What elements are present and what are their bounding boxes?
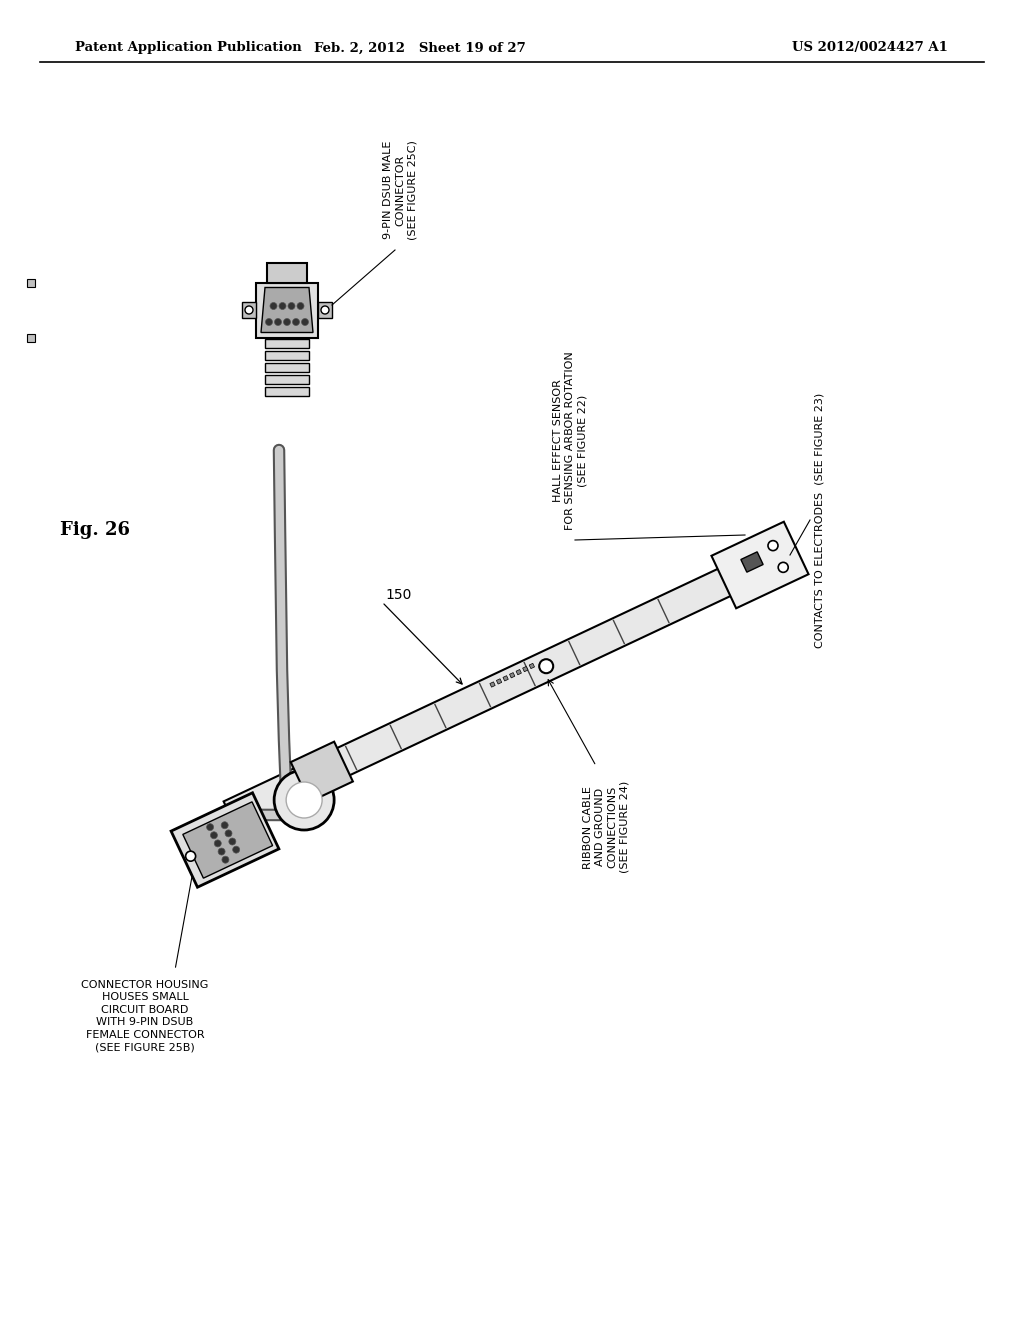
Circle shape	[185, 851, 196, 861]
Polygon shape	[223, 561, 746, 829]
Circle shape	[297, 302, 304, 309]
Text: 9-PIN DSUB MALE
CONNECTOR
(SEE FIGURE 25C): 9-PIN DSUB MALE CONNECTOR (SEE FIGURE 25…	[383, 140, 418, 240]
Polygon shape	[712, 521, 809, 609]
Circle shape	[321, 306, 329, 314]
Polygon shape	[522, 667, 528, 672]
Circle shape	[225, 830, 232, 837]
Polygon shape	[265, 338, 309, 347]
Circle shape	[270, 302, 278, 309]
Circle shape	[210, 832, 217, 838]
Text: 150: 150	[385, 587, 412, 602]
Circle shape	[214, 840, 221, 847]
Polygon shape	[510, 673, 515, 678]
Circle shape	[288, 302, 295, 309]
Circle shape	[293, 318, 299, 326]
Polygon shape	[171, 793, 279, 887]
Polygon shape	[242, 302, 256, 318]
Text: Fig. 26: Fig. 26	[60, 521, 130, 539]
Polygon shape	[265, 351, 309, 359]
Circle shape	[768, 541, 778, 550]
Circle shape	[274, 318, 282, 326]
Polygon shape	[291, 742, 353, 803]
Circle shape	[218, 847, 225, 855]
Text: US 2012/0024427 A1: US 2012/0024427 A1	[792, 41, 948, 54]
Polygon shape	[256, 282, 318, 338]
Polygon shape	[318, 302, 332, 318]
Circle shape	[286, 781, 323, 818]
Polygon shape	[261, 288, 313, 333]
Text: RIBBON CABLE
AND GROUND
CONNECTIONS
(SEE FIGURE 24): RIBBON CABLE AND GROUND CONNECTIONS (SEE…	[583, 781, 630, 874]
Polygon shape	[516, 669, 521, 675]
Circle shape	[284, 318, 291, 326]
Polygon shape	[489, 682, 496, 688]
Circle shape	[778, 562, 788, 573]
Circle shape	[222, 857, 229, 863]
Polygon shape	[529, 664, 535, 669]
Text: CONNECTOR HOUSING
HOUSES SMALL
CIRCUIT BOARD
WITH 9-PIN DSUB
FEMALE CONNECTOR
(S: CONNECTOR HOUSING HOUSES SMALL CIRCUIT B…	[81, 979, 209, 1052]
Circle shape	[301, 318, 308, 326]
Circle shape	[232, 846, 240, 853]
Circle shape	[221, 822, 228, 829]
Circle shape	[228, 838, 236, 845]
Polygon shape	[183, 801, 272, 878]
Polygon shape	[265, 375, 309, 384]
Polygon shape	[497, 678, 502, 684]
Polygon shape	[265, 387, 309, 396]
Polygon shape	[503, 676, 508, 681]
Circle shape	[540, 659, 553, 673]
Polygon shape	[27, 279, 35, 286]
Polygon shape	[741, 552, 763, 572]
Text: CONTACTS TO ELECTRODES  (SEE FIGURE 23): CONTACTS TO ELECTRODES (SEE FIGURE 23)	[815, 392, 825, 648]
Polygon shape	[27, 334, 35, 342]
Circle shape	[245, 306, 253, 314]
Circle shape	[274, 770, 334, 830]
Circle shape	[279, 302, 286, 309]
Circle shape	[265, 318, 272, 326]
Polygon shape	[265, 363, 309, 371]
Text: Feb. 2, 2012   Sheet 19 of 27: Feb. 2, 2012 Sheet 19 of 27	[314, 41, 526, 54]
Text: Patent Application Publication: Patent Application Publication	[75, 41, 302, 54]
Text: HALL EFFECT SENSOR
FOR SENSING ARBOR ROTATION
(SEE FIGURE 22): HALL EFFECT SENSOR FOR SENSING ARBOR ROT…	[553, 351, 588, 531]
Polygon shape	[267, 263, 307, 282]
Circle shape	[207, 824, 214, 830]
